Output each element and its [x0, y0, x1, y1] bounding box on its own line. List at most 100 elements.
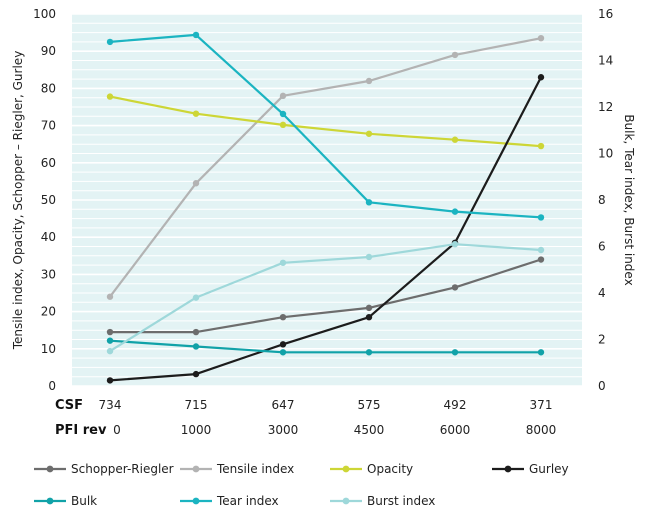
legend-label: Tensile index	[216, 462, 294, 476]
legend-marker	[46, 497, 54, 505]
series-line-bulk	[109, 339, 541, 354]
right-tick-label: 14	[598, 54, 613, 68]
data-point-tensile-index	[365, 77, 373, 85]
right-axis-title: Bulk, Tear index, Burst index	[622, 114, 636, 285]
left-tick-label: 40	[41, 230, 56, 244]
left-tick-label: 50	[41, 193, 56, 207]
data-point-opacity	[279, 121, 287, 129]
legend-item-bulk: Bulk	[34, 494, 97, 506]
data-point-tear-index	[537, 214, 545, 221]
legend-marker	[192, 497, 200, 505]
series-lines	[106, 31, 545, 384]
right-tick-label: 12	[598, 100, 613, 114]
series-bulk	[106, 337, 545, 356]
data-point-opacity	[365, 130, 373, 137]
series-line-opacity	[109, 95, 542, 148]
data-point-opacity	[106, 93, 114, 100]
legend: Schopper-Riegler Tensile index Opacity Gurl…	[34, 462, 569, 506]
legend-item-tear-index: Tear index	[180, 494, 279, 506]
data-point-opacity	[451, 136, 459, 143]
data-point-burst-index	[279, 259, 287, 266]
legend-label: Tear index	[216, 494, 279, 506]
pfi-tick-label: 1000	[181, 423, 212, 437]
pfi-tick-label: 3000	[268, 423, 299, 437]
data-point-tensile-index	[106, 293, 114, 300]
pfi-tick-label: 0	[113, 423, 121, 437]
pfi-tick-label: 8000	[526, 423, 557, 437]
right-tick-label: 4	[598, 286, 606, 300]
right-tick-label: 8	[598, 193, 606, 207]
legend-item-tensile-index: Tensile index	[180, 462, 294, 476]
data-point-burst-index	[537, 246, 545, 254]
csf-tick-label: 647	[272, 398, 295, 412]
left-tick-label: 20	[41, 305, 56, 319]
series-line-schopper-riegler	[110, 258, 542, 334]
left-tick-label: 100	[33, 7, 56, 21]
legend-label: Gurley	[529, 462, 569, 476]
legend-item-gurley: Gurley	[492, 462, 569, 476]
pfi-tick-labels: 0 1000 3000 4500 6000 8000	[113, 423, 556, 437]
data-point-gurley	[279, 341, 287, 348]
pfi-tick-label: 6000	[440, 423, 471, 437]
legend-marker	[192, 465, 200, 473]
data-point-schopper-riegler	[192, 328, 200, 336]
csf-tick-label: 575	[358, 398, 381, 412]
left-tick-label: 90	[41, 44, 56, 58]
csf-tick-labels: 734 715 647 575 492 371	[99, 398, 553, 412]
legend-label: Schopper-Riegler	[71, 462, 174, 476]
legend-label: Burst index	[367, 494, 435, 506]
data-point-bulk	[279, 349, 287, 356]
left-tick-label: 60	[41, 156, 56, 170]
data-point-tear-index	[192, 31, 200, 39]
data-point-burst-index	[192, 294, 200, 301]
series-line-tensile-index	[109, 37, 542, 298]
series-tear-index	[106, 31, 545, 221]
gridlines	[72, 13, 582, 387]
series-burst-index	[106, 240, 545, 355]
data-point-schopper-riegler	[279, 313, 287, 321]
data-point-gurley	[192, 370, 200, 378]
data-point-bulk	[537, 349, 545, 356]
data-point-schopper-riegler	[537, 256, 545, 263]
series-gurley	[106, 74, 545, 384]
legend-item-burst-index: Burst index	[330, 494, 435, 506]
series-line-burst-index	[109, 243, 542, 353]
csf-tick-label: 371	[530, 398, 553, 412]
csf-row-label: CSF	[55, 398, 83, 413]
legend-marker	[342, 497, 350, 505]
left-tick-label: 80	[41, 81, 56, 95]
right-tick-label: 16	[598, 7, 613, 21]
series-opacity	[106, 93, 545, 150]
data-point-tensile-index	[537, 34, 545, 42]
legend-label: Opacity	[367, 462, 413, 476]
data-point-bulk	[192, 343, 200, 350]
series-line-tear-index	[109, 33, 542, 219]
legend-item-opacity: Opacity	[330, 462, 413, 476]
pfi-row-label: PFI rev	[55, 423, 107, 438]
csf-tick-label: 492	[444, 398, 467, 412]
series-tensile-index	[106, 34, 545, 300]
data-point-bulk	[365, 349, 373, 356]
data-point-schopper-riegler	[106, 328, 114, 336]
pfi-tick-label: 4500	[354, 423, 385, 437]
csf-tick-label: 715	[185, 398, 208, 412]
series-line-gurley	[109, 76, 542, 382]
right-tick-label: 6	[598, 240, 606, 254]
data-point-tear-index	[451, 208, 459, 215]
right-tick-label: 2	[598, 333, 606, 347]
left-axis-ticks: 0 10 20 30 40 50 60 70 80 90 100	[33, 7, 56, 393]
legend-item-schopper-riegler: Schopper-Riegler	[34, 462, 174, 476]
data-point-tear-index	[365, 199, 373, 206]
left-axis-title: Tensile index, Opacity, Schopper – Riegl…	[11, 51, 25, 351]
data-point-tensile-index	[451, 51, 459, 59]
data-point-tensile-index	[192, 180, 200, 187]
right-tick-label: 10	[598, 147, 613, 161]
data-point-tear-index	[106, 38, 114, 46]
data-point-tensile-index	[279, 92, 287, 100]
legend-marker	[46, 465, 54, 473]
left-tick-label: 70	[41, 119, 56, 133]
data-point-burst-index	[106, 347, 114, 355]
data-point-bulk	[106, 337, 114, 344]
right-tick-label: 0	[598, 379, 606, 393]
